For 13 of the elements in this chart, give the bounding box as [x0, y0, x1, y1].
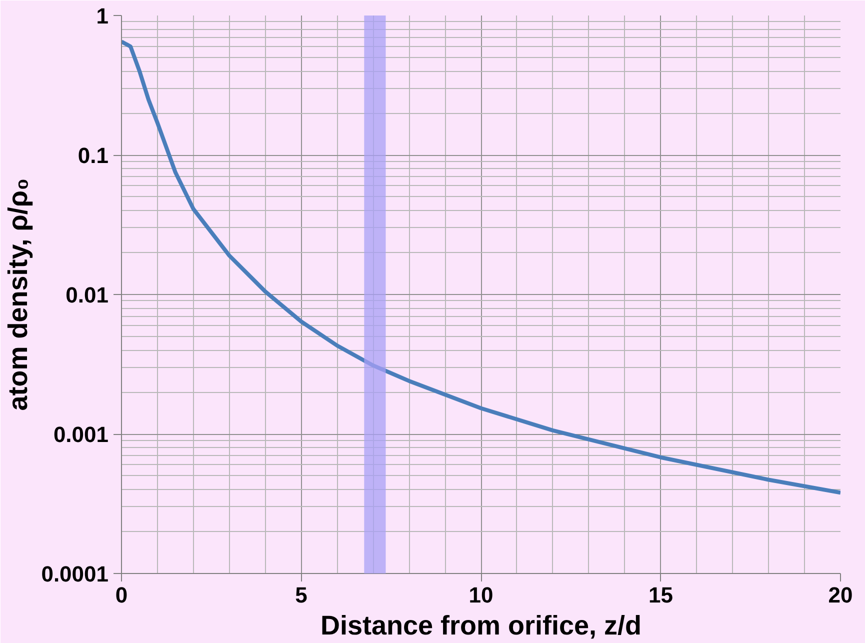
x-tick-label: 5 [295, 582, 308, 608]
x-tick-label: 10 [468, 582, 494, 608]
x-tick-label: 20 [828, 582, 853, 608]
x-axis-title: Distance from orifice, z/d [320, 610, 642, 640]
y-tick-label: 0.0001 [41, 562, 109, 586]
x-tick-label: 15 [648, 582, 673, 608]
x-tick-label: 0 [115, 582, 128, 608]
y-tick-label: 0.01 [66, 282, 109, 308]
y-tick-label: 0.001 [53, 422, 109, 447]
y-tick-label: 0.1 [78, 143, 109, 168]
line-series [122, 40, 840, 495]
y-axis-title: atom density, ρ/ρ₀ [3, 178, 34, 411]
y-tick-label: 1 [96, 4, 109, 28]
